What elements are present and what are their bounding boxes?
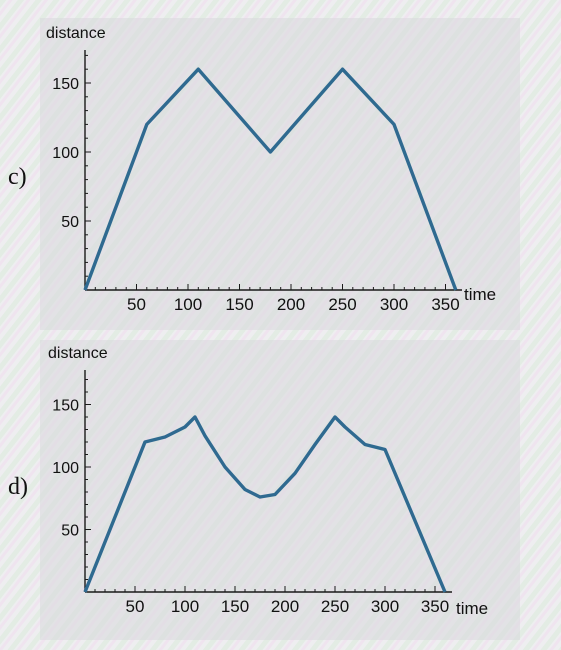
chart-c-series-line <box>83 67 458 291</box>
chart-d-x-tick-label: 100 <box>171 597 199 616</box>
chart-c-x-tick-label: 50 <box>127 295 146 314</box>
chart-c-y-axis-label: distance <box>46 25 106 42</box>
chart-d-x-tick-label: 50 <box>126 597 145 616</box>
chart-c-x-tick-label: 250 <box>328 295 356 314</box>
chart-c-x-tick-label: 300 <box>380 295 408 314</box>
chart-d: d) distance time 50 100 150 200 250 300 350 50 1… <box>8 340 520 640</box>
chart-c-x-tick-label: 350 <box>431 295 459 314</box>
chart-d-y-tick-label: 100 <box>52 460 79 477</box>
chart-d-x-tick-label: 200 <box>271 597 299 616</box>
chart-d-ticks: 50 100 150 200 250 300 350 50 100 150 <box>52 379 449 616</box>
chart-c-panel-label: c) <box>8 164 27 190</box>
chart-d-x-tick-label: 300 <box>371 597 399 616</box>
chart-c-y-tick-label: 50 <box>61 214 79 231</box>
chart-c-x-axis-label: time <box>464 285 496 304</box>
chart-d-panel-label: d) <box>8 474 28 500</box>
chart-d-x-axis-label: time <box>456 599 488 618</box>
chart-d-y-tick-label: 150 <box>52 398 79 415</box>
chart-c-background <box>40 18 520 330</box>
chart-d-x-tick-label: 250 <box>321 597 349 616</box>
chart-c-y-tick-label: 100 <box>52 145 79 162</box>
chart-d-y-tick-label: 50 <box>61 523 79 540</box>
chart-c-y-tick-label: 150 <box>52 76 79 93</box>
chart-c: c) distance time 50 100 150 200 250 300 350 50 1… <box>8 18 520 330</box>
chart-d-x-tick-label: 350 <box>421 597 449 616</box>
chart-d-y-axis-label: distance <box>48 345 108 362</box>
chart-c-x-tick-label: 200 <box>277 295 305 314</box>
chart-c-x-tick-label: 150 <box>225 295 253 314</box>
chart-c-x-tick-label: 100 <box>174 295 202 314</box>
chart-d-x-tick-label: 150 <box>221 597 249 616</box>
chart-c-ticks: 50 100 150 200 250 300 350 50 100 150 <box>52 54 460 314</box>
chart-d-series-line <box>83 415 447 593</box>
